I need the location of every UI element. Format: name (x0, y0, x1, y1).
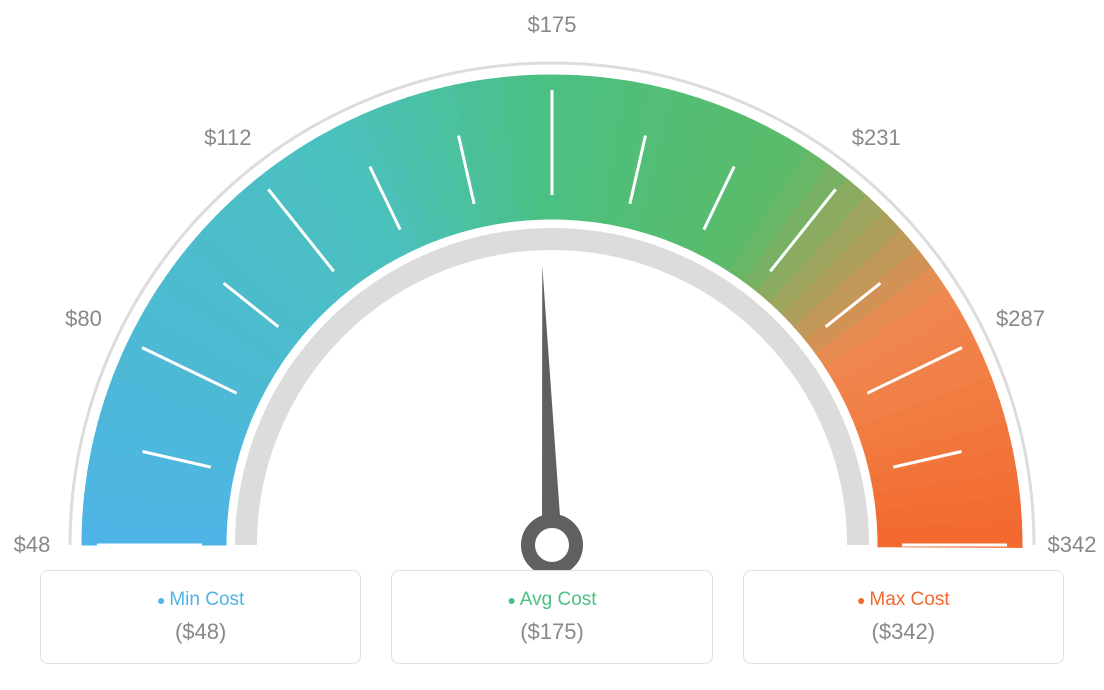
gauge-svg (0, 0, 1104, 570)
gauge-tick-label: $231 (852, 125, 901, 151)
max-cost-value: ($342) (754, 619, 1053, 645)
gauge-tick-label: $342 (1048, 532, 1097, 558)
min-cost-label: Min Cost (51, 589, 350, 611)
avg-cost-label: Avg Cost (402, 589, 701, 611)
gauge-tick-label: $48 (14, 532, 51, 558)
avg-cost-value: ($175) (402, 619, 701, 645)
max-cost-label: Max Cost (754, 589, 1053, 611)
gauge-tick-label: $80 (65, 306, 102, 332)
avg-cost-card: Avg Cost ($175) (391, 570, 712, 664)
gauge-chart: $48 $80 $112 $175 $231 $287 $342 (0, 0, 1104, 570)
max-cost-card: Max Cost ($342) (743, 570, 1064, 664)
min-cost-value: ($48) (51, 619, 350, 645)
gauge-tick-label: $287 (996, 306, 1045, 332)
min-cost-card: Min Cost ($48) (40, 570, 361, 664)
summary-cards: Min Cost ($48) Avg Cost ($175) Max Cost … (0, 570, 1104, 664)
gauge-tick-label: $112 (204, 125, 251, 151)
gauge-tick-label: $175 (528, 12, 577, 38)
